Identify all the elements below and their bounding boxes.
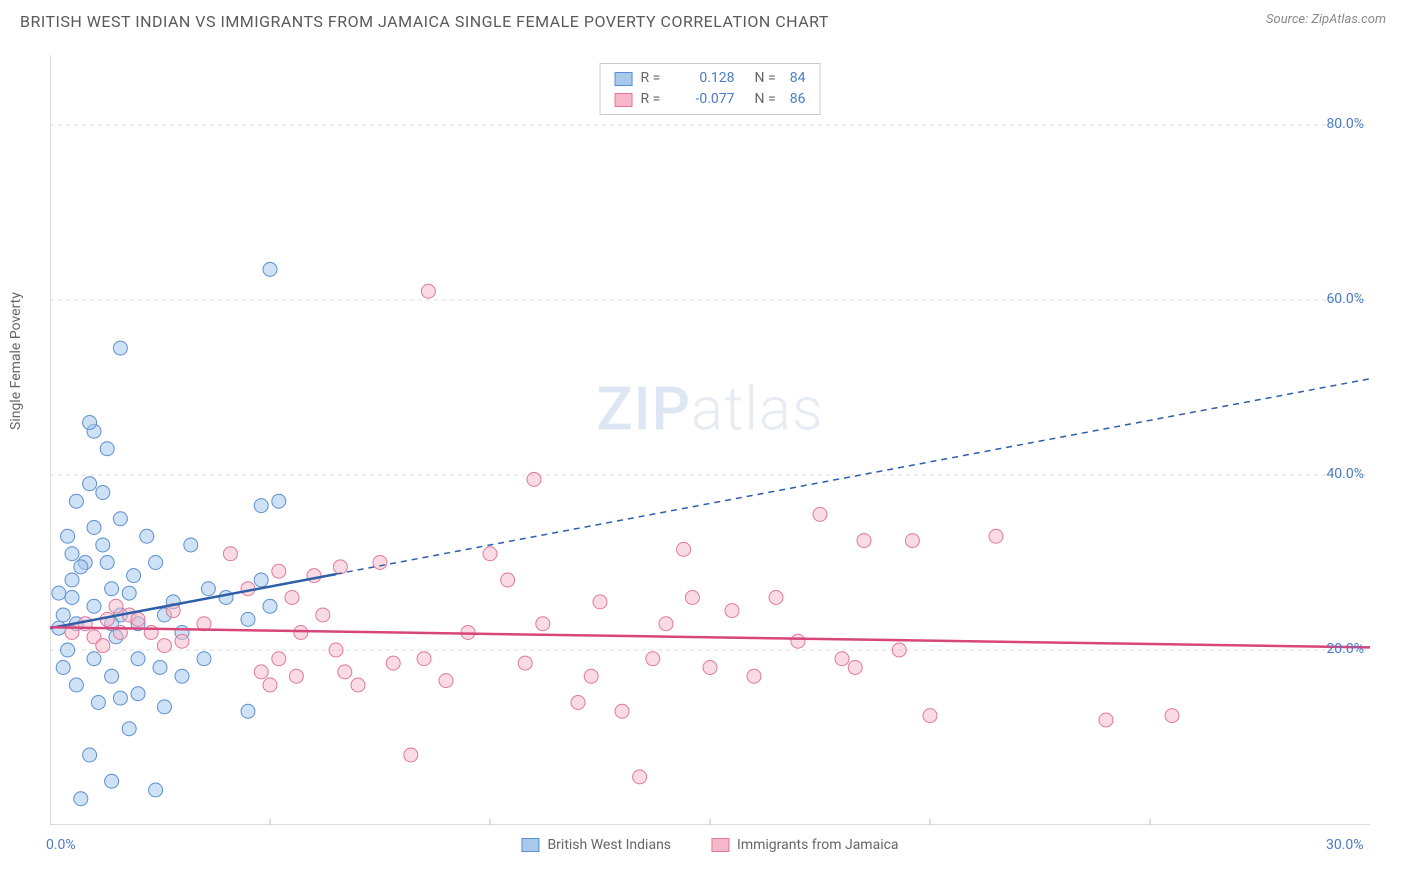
y-tick-label: 20.0% (1326, 641, 1364, 657)
y-tick-label: 80.0% (1326, 116, 1364, 132)
x-tick-label: 30.0% (1326, 837, 1364, 853)
r-value-bwi: 0.128 (681, 68, 735, 89)
source-attribution: Source: ZipAtlas.com (1266, 12, 1386, 27)
correlation-row-bwi: R = 0.128 N = 84 (615, 68, 806, 89)
chart-plot-area: ZIPatlas R = 0.128 N = 84 R = -0.077 N =… (50, 55, 1370, 825)
correlation-legend: R = 0.128 N = 84 R = -0.077 N = 86 (600, 63, 821, 115)
n-value-bwi: 84 (790, 68, 806, 89)
swatch-jam (711, 838, 729, 852)
scatter-plot-svg (50, 55, 1370, 825)
x-tick-label: 0.0% (46, 837, 76, 853)
swatch-bwi (521, 838, 539, 852)
series-legend: British West Indians Immigrants from Jam… (521, 837, 898, 853)
legend-item-bwi: British West Indians (521, 837, 671, 853)
n-label: N = (755, 89, 776, 110)
correlation-row-jam: R = -0.077 N = 86 (615, 89, 806, 110)
source-label: Source: (1266, 12, 1308, 27)
y-tick-label: 60.0% (1326, 291, 1364, 307)
r-label: R = (641, 68, 673, 89)
legend-label-jam: Immigrants from Jamaica (737, 837, 899, 853)
y-tick-label: 40.0% (1326, 466, 1364, 482)
n-label: N = (755, 68, 776, 89)
chart-title: BRITISH WEST INDIAN VS IMMIGRANTS FROM J… (20, 12, 829, 31)
n-value-jam: 86 (790, 89, 806, 110)
swatch-bwi (615, 72, 633, 86)
legend-item-jam: Immigrants from Jamaica (711, 837, 899, 853)
swatch-jam (615, 93, 633, 107)
source-name: ZipAtlas.com (1311, 12, 1386, 27)
r-label: R = (641, 89, 673, 110)
legend-label-bwi: British West Indians (547, 837, 671, 853)
r-value-jam: -0.077 (681, 89, 735, 110)
y-axis-label: Single Female Poverty (8, 292, 24, 430)
chart-header: BRITISH WEST INDIAN VS IMMIGRANTS FROM J… (0, 0, 1406, 39)
